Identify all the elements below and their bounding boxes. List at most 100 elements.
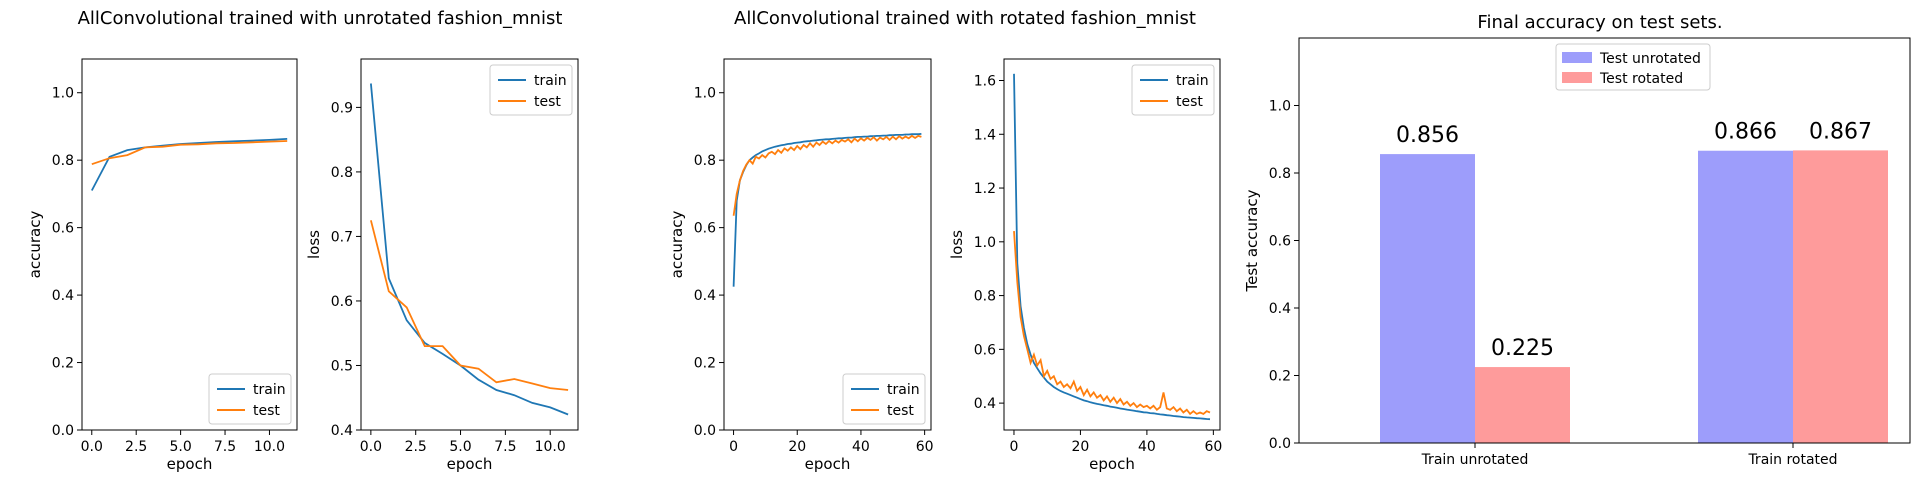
line-chart-2: 0.0 2.5 5.0 7.5 10.0 0.4 0.5 0.6 0.7 0.8 0.9 epoch l… [305, 58, 579, 473]
y-axis-label: accuracy [668, 211, 686, 279]
bar-value-label: 0.225 [1491, 336, 1554, 361]
legend-label: Test unrotated [1599, 51, 1701, 67]
y-tick-label: 0.6 [52, 221, 74, 237]
legend-box [489, 64, 573, 116]
y-tick-label: 0.8 [974, 289, 996, 305]
x-axis-label: epoch [167, 455, 213, 473]
y-tick-label: 0.6 [1269, 234, 1291, 250]
y-tick-label: 0.0 [52, 423, 74, 439]
bar-test-rotated [1793, 150, 1888, 443]
y-axis-label: Test accuracy [1243, 189, 1261, 292]
y-tick-label: 0.8 [52, 153, 74, 169]
legend-box [842, 373, 926, 425]
axes-frame [1003, 58, 1221, 431]
y-tick-label: 1.4 [974, 127, 996, 143]
series-line-test [732, 134, 922, 216]
y-tick-label: 0.6 [694, 221, 716, 237]
series-line-train [91, 138, 288, 191]
y-tick-label: 1.6 [974, 74, 996, 90]
y-tick-label: 0.2 [1269, 369, 1291, 385]
y-tick-label: 1.0 [974, 235, 996, 251]
x-tick-label: 5.0 [449, 439, 471, 455]
x-tick-label: 2.5 [405, 439, 427, 455]
legend-swatch [1562, 52, 1592, 63]
x-tick-label: Train unrotated [1421, 452, 1529, 468]
y-tick-label: 0.0 [694, 423, 716, 439]
y-axis-label: loss [948, 230, 966, 259]
legend-box [208, 373, 292, 425]
axes-frame [723, 58, 932, 431]
series-line-train [732, 133, 922, 287]
legend-box [1555, 43, 1711, 91]
x-axis-label: epoch [1089, 455, 1135, 473]
series-line-train [1013, 73, 1211, 421]
y-tick-label: 0.5 [331, 358, 353, 374]
x-tick-label: 40 [1138, 439, 1156, 455]
title-rotated: AllConvolutional trained with rotated fa… [734, 8, 1196, 29]
y-tick-label: 0.2 [52, 356, 74, 372]
x-tick-label: Train rotated [1747, 452, 1837, 468]
y-tick-label: 1.0 [52, 86, 74, 102]
legend-swatch [1562, 72, 1592, 83]
legend: train test [489, 64, 573, 116]
series-line-test [370, 220, 569, 391]
y-tick-label: 0.4 [694, 288, 716, 304]
y-tick-label: 1.0 [1269, 99, 1291, 115]
x-tick-label: 2.5 [125, 439, 147, 455]
legend: Test unrotated Test rotated [1555, 43, 1711, 91]
line-chart-3: 0 20 40 60 0.0 0.2 0.4 0.6 0.8 1.0 epoch accuracy tr… [668, 58, 934, 473]
axes-frame [360, 58, 579, 431]
x-tick-label: 60 [1204, 439, 1222, 455]
y-tick-label: 0.8 [331, 165, 353, 181]
x-tick-label: 5.0 [169, 439, 191, 455]
y-tick-label: 0.4 [974, 396, 996, 412]
y-tick-label: 0.6 [331, 294, 353, 310]
x-tick-label: 0.0 [360, 439, 382, 455]
x-axis-label: epoch [447, 455, 493, 473]
title-unrotated: AllConvolutional trained with unrotated … [78, 8, 563, 29]
x-tick-label: 0 [729, 439, 738, 455]
y-tick-label: 0.8 [694, 153, 716, 169]
y-tick-label: 0.7 [331, 229, 353, 245]
axes-frame [81, 58, 298, 431]
plots: 0.0 2.5 5.0 7.5 10.0 0.0 0.2 0.4 0.6 0.8 1.0 epoch a… [26, 37, 1911, 473]
y-axis-label: loss [305, 230, 323, 259]
series-line-train [370, 83, 569, 416]
legend-label: Test rotated [1599, 71, 1683, 87]
legend: train test [208, 373, 292, 425]
x-tick-label: 20 [788, 439, 806, 455]
legend-label: train [1176, 73, 1209, 89]
y-tick-label: 0.4 [52, 288, 74, 304]
y-tick-label: 1.0 [694, 86, 716, 102]
legend-label: train [534, 73, 567, 89]
x-axis-label: epoch [805, 455, 851, 473]
legend-label: test [534, 94, 561, 110]
y-tick-label: 0.4 [331, 423, 353, 439]
bar-value-label: 0.867 [1809, 119, 1872, 144]
bar-chart: 0.856 0.866 0.225 0.867 0.0 0.2 0.4 0.6 0.8 1.0 Tr… [1243, 37, 1911, 468]
legend: train test [1131, 64, 1215, 116]
y-tick-label: 0.8 [1269, 166, 1291, 182]
x-tick-label: 7.5 [494, 439, 516, 455]
axes-frame [1298, 37, 1911, 444]
x-tick-label: 0.0 [81, 439, 103, 455]
line-chart-4: 0 20 40 60 0.4 0.6 0.8 1.0 1.2 1.4 1.6 epoch loss tra… [948, 58, 1222, 473]
y-tick-label: 0.0 [1269, 436, 1291, 452]
x-tick-label: 7.5 [214, 439, 236, 455]
legend-label: test [253, 403, 280, 419]
legend: train test [842, 373, 926, 425]
legend-label: test [887, 403, 914, 419]
x-tick-label: 40 [852, 439, 870, 455]
x-tick-label: 10.0 [535, 439, 566, 455]
y-tick-label: 0.4 [1269, 301, 1291, 317]
title-final: Final accuracy on test sets. [1477, 12, 1722, 33]
y-axis-label: accuracy [26, 211, 44, 279]
y-tick-label: 1.2 [974, 181, 996, 197]
bar-test-unrotated [1698, 150, 1793, 443]
legend-label: train [253, 382, 286, 398]
series-line-test [91, 140, 288, 166]
x-tick-label: 0 [1010, 439, 1019, 455]
y-tick-label: 0.2 [694, 356, 716, 372]
